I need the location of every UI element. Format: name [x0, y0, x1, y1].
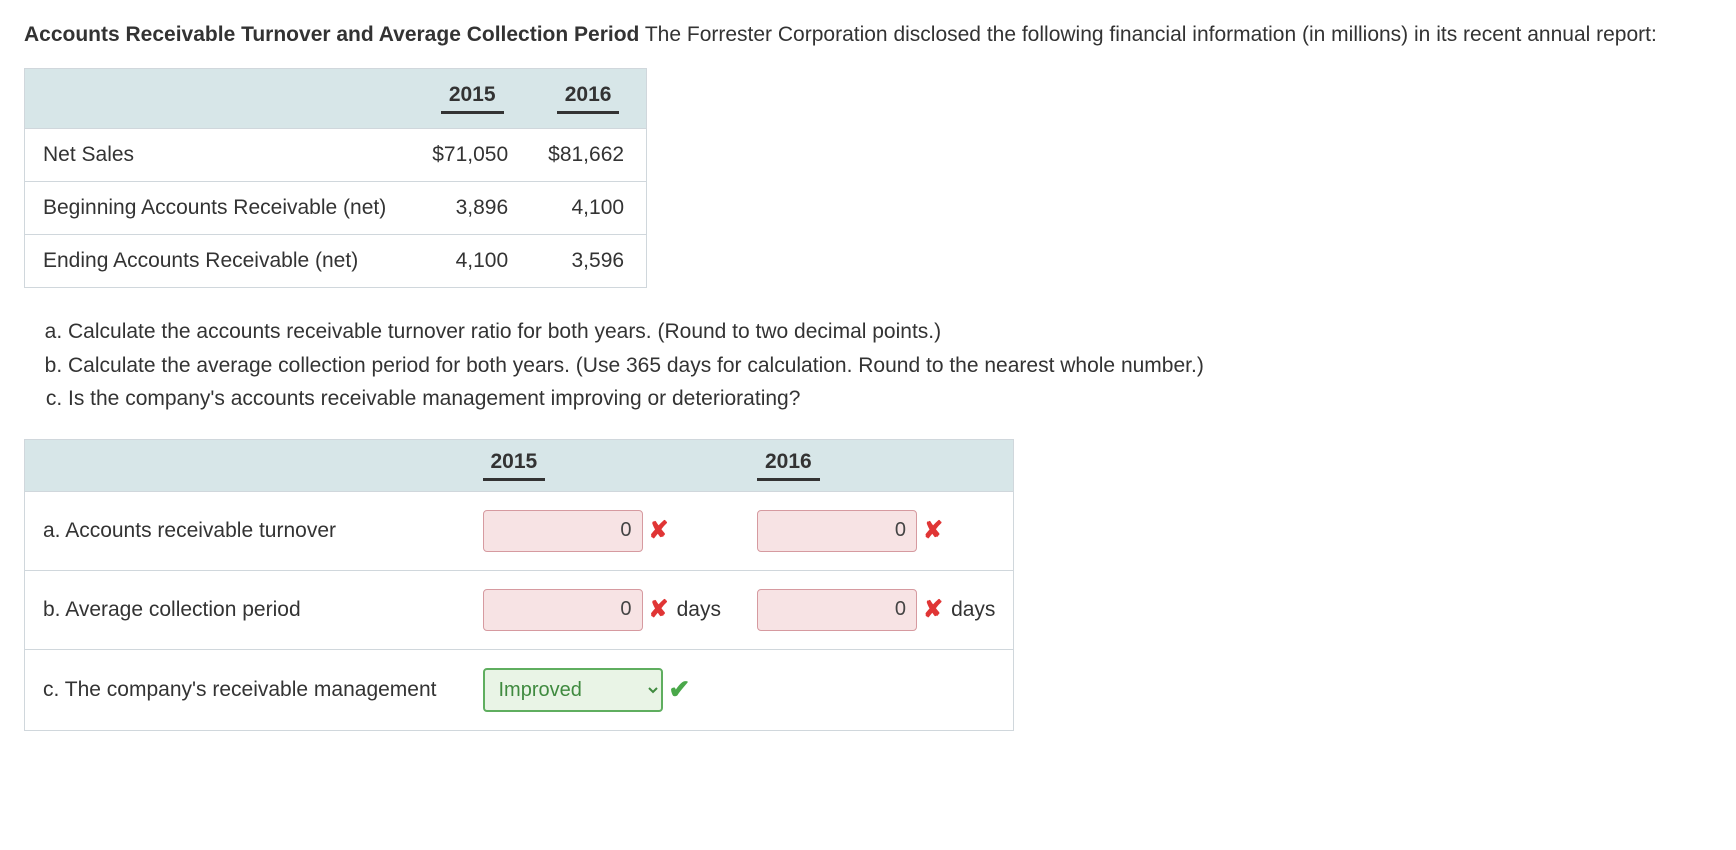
row-label: Beginning Accounts Receivable (net) [25, 182, 415, 235]
answers-header-2015: 2015 [465, 439, 739, 491]
turnover-2015-input[interactable] [483, 510, 643, 552]
collection-2016-input[interactable] [757, 589, 917, 631]
row-label: Net Sales [25, 129, 415, 182]
wrong-icon: ✘ [923, 595, 943, 624]
turnover-2016-input[interactable] [757, 510, 917, 552]
wrong-icon: ✘ [649, 595, 669, 624]
answers-row-c: c. The company's receivable management I… [25, 649, 1014, 730]
table-row: Net Sales $71,050 $81,662 [25, 129, 647, 182]
answers-header-2016: 2016 [739, 439, 1014, 491]
unit-days: days [951, 598, 995, 622]
answers-table: 2015 2016 a. Accounts receivable turnove… [24, 439, 1014, 731]
wrong-icon: ✘ [923, 516, 943, 545]
data-header-2016: 2016 [530, 69, 646, 129]
row-value: $81,662 [530, 129, 646, 182]
financial-data-table: 2015 2016 Net Sales $71,050 $81,662 Begi… [24, 68, 647, 288]
data-header-2015: 2015 [414, 69, 530, 129]
empty-cell [739, 649, 1014, 730]
question-item: Calculate the average collection period … [68, 350, 1712, 382]
row-value: 3,896 [414, 182, 530, 235]
collection-2015-input[interactable] [483, 589, 643, 631]
row-value: 4,100 [530, 182, 646, 235]
intro-title: Accounts Receivable Turnover and Average… [24, 23, 639, 46]
data-header-blank [25, 69, 415, 129]
intro-paragraph: Accounts Receivable Turnover and Average… [24, 20, 1712, 50]
row-label: c. The company's receivable management [25, 649, 465, 730]
row-value: 4,100 [414, 235, 530, 288]
table-row: Ending Accounts Receivable (net) 4,100 3… [25, 235, 647, 288]
row-value: 3,596 [530, 235, 646, 288]
answers-row-b: b. Average collection period ✘ days ✘ da… [25, 570, 1014, 649]
row-label: Ending Accounts Receivable (net) [25, 235, 415, 288]
correct-icon: ✔ [669, 674, 691, 705]
wrong-icon: ✘ [649, 516, 669, 545]
question-item: Is the company's accounts receivable man… [68, 383, 1712, 415]
question-item: Calculate the accounts receivable turnov… [68, 316, 1712, 348]
intro-body: The Forrester Corporation disclosed the … [639, 23, 1656, 46]
answers-row-a: a. Accounts receivable turnover ✘ ✘ [25, 491, 1014, 570]
questions-list: Calculate the accounts receivable turnov… [44, 316, 1712, 415]
row-label: b. Average collection period [25, 570, 465, 649]
unit-days: days [677, 598, 721, 622]
table-row: Beginning Accounts Receivable (net) 3,89… [25, 182, 647, 235]
answers-header-blank [25, 439, 465, 491]
row-value: $71,050 [414, 129, 530, 182]
row-label: a. Accounts receivable turnover [25, 491, 465, 570]
management-select[interactable]: Improved [483, 668, 663, 712]
